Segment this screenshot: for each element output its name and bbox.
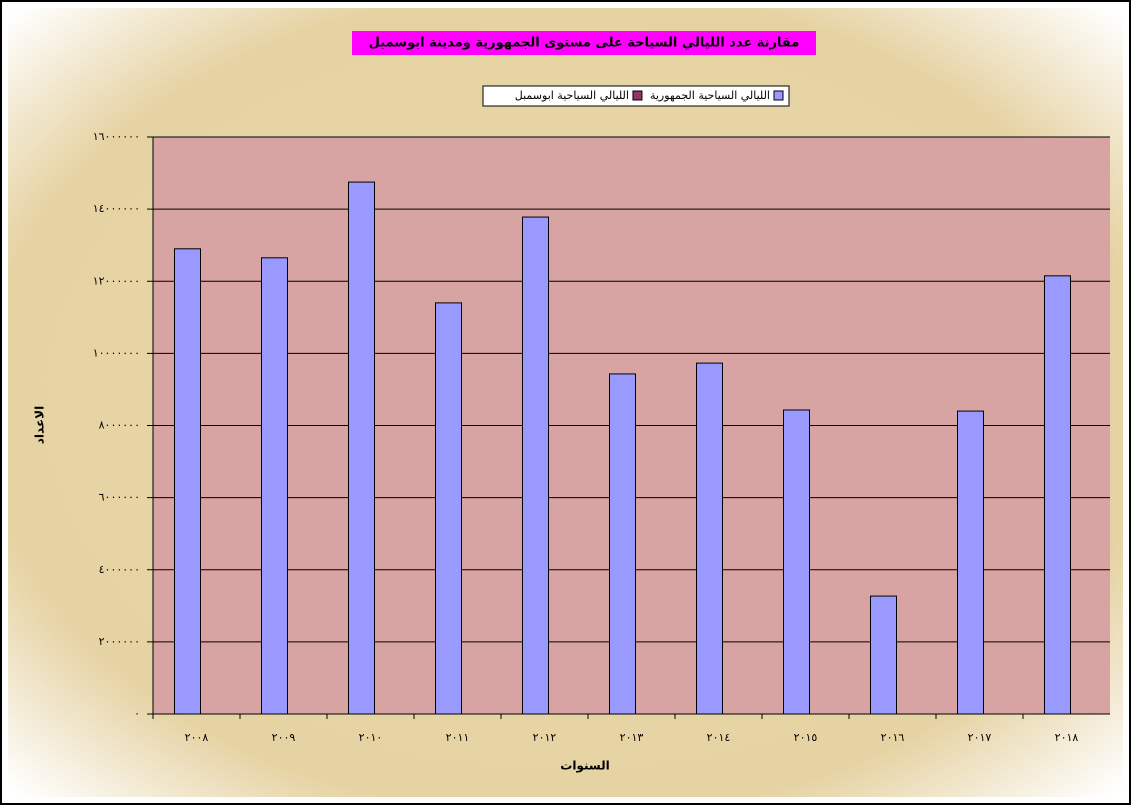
y-tick-label: ١٢٠٠٠٠٠٠ — [93, 274, 140, 287]
bar — [522, 216, 549, 715]
legend-label: الليالي السياحية ابوسمبل — [515, 89, 629, 102]
title-box — [352, 31, 816, 55]
x-tick-label: ٢٠١٢ — [533, 731, 557, 744]
bar — [261, 257, 288, 715]
y-tick-label: ٨٠٠٠٠٠٠ — [99, 419, 140, 432]
x-tick-label: ٢٠١٧ — [968, 731, 992, 744]
y-tick-label: ٠ — [134, 707, 140, 720]
y-tick-label: ٢٠٠٠٠٠٠ — [99, 635, 140, 648]
x-tick-label: ٢٠١٦ — [881, 731, 905, 744]
x-tick-label: ٢٠٠٨ — [185, 731, 209, 744]
x-tick-label: ٢٠١١ — [446, 731, 470, 744]
bar — [348, 181, 375, 715]
bar — [1044, 275, 1071, 715]
x-tick-label: ٢٠٠٩ — [272, 731, 296, 744]
x-tick-label: ٢٠١٤ — [707, 731, 731, 744]
x-tick-label: ٢٠١٨ — [1055, 731, 1079, 744]
legend-swatch — [773, 90, 784, 101]
y-tick-label: ٤٠٠٠٠٠٠ — [99, 563, 140, 576]
x-tick-label: ٢٠١٥ — [794, 731, 818, 744]
y-tick-label: ١٠٠٠٠٠٠٠ — [93, 346, 140, 359]
bar — [609, 373, 636, 715]
x-tick-label: ٢٠١٠ — [359, 731, 383, 744]
bar — [174, 248, 201, 715]
bar — [870, 595, 897, 715]
x-axis-label: السنوات — [560, 759, 609, 774]
y-axis-label: الاعداد — [33, 406, 47, 444]
y-tick-label: ١٦٠٠٠٠٠٠ — [93, 130, 140, 143]
bar — [957, 410, 984, 715]
bar — [435, 302, 462, 715]
x-tick-label: ٢٠١٣ — [620, 731, 644, 744]
y-tick-label: ٦٠٠٠٠٠٠ — [99, 491, 140, 504]
bar — [783, 409, 810, 715]
chart-title: مقارنة عدد الليالي السياحة على مستوى الج… — [369, 36, 800, 51]
bar — [696, 362, 723, 715]
y-tick-label: ١٤٠٠٠٠٠٠ — [93, 202, 140, 215]
legend-swatch — [632, 90, 643, 101]
legend-label: الليالي السياحية الجمهورية — [650, 89, 770, 102]
